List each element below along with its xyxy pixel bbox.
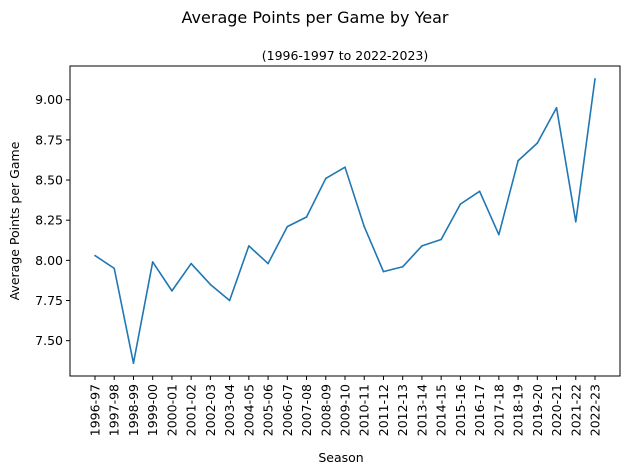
x-tick-label: 1997-98 — [107, 384, 122, 436]
data-point — [459, 203, 462, 205]
x-tick-label: 2011-12 — [376, 384, 391, 436]
data-point — [440, 238, 442, 241]
data-point — [594, 78, 596, 80]
x-tick-label: 2022-23 — [588, 384, 603, 436]
chart-title: Average Points per Game by Year — [181, 8, 449, 27]
data-point — [401, 265, 404, 268]
x-tick-label: 2018-19 — [511, 384, 526, 436]
data-point — [248, 245, 250, 247]
x-axis-label: Season — [318, 450, 363, 465]
data-point — [267, 262, 269, 265]
x-tick-label: 2007-08 — [299, 384, 314, 436]
x-tick-label: 2002-03 — [203, 384, 218, 436]
data-point — [344, 166, 346, 168]
data-point — [382, 270, 385, 273]
data-point — [517, 159, 519, 162]
data-point — [132, 362, 135, 364]
x-tick-label: 2005-06 — [261, 384, 276, 436]
y-tick-label: 7.50 — [35, 333, 63, 348]
x-tick-label: 1998-99 — [126, 384, 141, 436]
data-point — [286, 225, 289, 228]
x-tick-label: 2004-05 — [241, 384, 256, 436]
y-tick-label: 8.00 — [35, 253, 63, 268]
data-point — [421, 245, 423, 247]
x-axis: 1996-97 1997-98 1998-99 1999-00 2000-01 2001-… — [88, 376, 603, 436]
x-tick-label: 2012-13 — [395, 384, 410, 436]
data-point — [228, 299, 231, 302]
x-tick-label: 2010-11 — [357, 384, 372, 436]
x-tick-label: 2001-02 — [184, 384, 199, 436]
x-tick-label: 2003-04 — [222, 384, 237, 436]
y-tick-label: 8.25 — [35, 213, 63, 228]
series-line — [94, 78, 596, 364]
data-point — [324, 177, 327, 180]
x-tick-label: 2019-20 — [530, 384, 545, 436]
y-axis-label: Average Points per Game — [7, 141, 22, 300]
data-point — [478, 190, 481, 193]
x-tick-label: 2020-21 — [549, 384, 564, 436]
x-tick-label: 2013-14 — [414, 384, 429, 436]
y-tick-label: 7.75 — [35, 293, 63, 308]
x-tick-label: 1999-00 — [145, 384, 160, 436]
x-tick-label: 1996-97 — [88, 384, 103, 436]
x-tick-label: 2006-07 — [280, 384, 295, 436]
data-point — [498, 233, 500, 236]
data-point — [151, 261, 154, 263]
data-point — [94, 254, 96, 257]
series-lines — [94, 78, 596, 364]
y-tick-label: 9.00 — [35, 92, 63, 107]
data-point — [536, 142, 539, 144]
x-tick-label: 2017-18 — [491, 384, 506, 436]
data-point — [363, 225, 366, 228]
y-axis: 7.50 7.75 8.00 8.25 8.50 8.75 9.00 — [35, 92, 70, 348]
data-point — [574, 221, 577, 223]
x-tick-label: 2008-09 — [318, 384, 333, 436]
data-point — [190, 262, 192, 265]
data-point — [171, 290, 173, 292]
x-tick-label: 2016-17 — [472, 384, 487, 436]
data-point — [555, 106, 558, 109]
x-tick-label: 2009-10 — [338, 384, 353, 436]
x-tick-label: 2014-15 — [434, 384, 449, 436]
data-point — [305, 216, 308, 218]
y-tick-label: 8.75 — [35, 132, 63, 147]
plot-frame — [69, 65, 621, 377]
x-tick-label: 2015-16 — [453, 384, 468, 436]
chart-subtitle: (1996-1997 to 2022-2023) — [262, 48, 429, 63]
data-point — [209, 283, 212, 286]
data-point — [113, 267, 116, 270]
y-tick-label: 8.50 — [35, 173, 63, 188]
x-tick-label: 2000-01 — [164, 384, 179, 436]
x-tick-label: 2021-22 — [568, 384, 583, 436]
